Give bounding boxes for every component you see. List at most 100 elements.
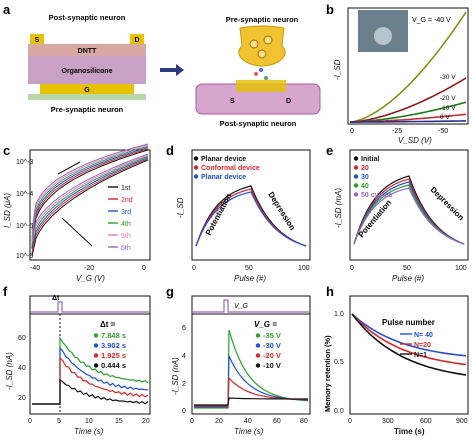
d-legend-marker-2 bbox=[193, 174, 199, 179]
a-d-label: D bbox=[134, 37, 139, 44]
g-vg-label: V_G bbox=[234, 303, 249, 310]
b-xtick-1: -25 bbox=[392, 128, 402, 135]
g-legend-marker-2 bbox=[255, 353, 261, 358]
e-legend-marker-3 bbox=[353, 183, 359, 188]
c-arrow-forward bbox=[57, 161, 81, 175]
h-xtick-2: 600 bbox=[420, 418, 432, 425]
panel-f: f Δt Δt = 7.848 s3.902 s1.925 s0.444 s 6… bbox=[3, 284, 151, 436]
g-axes bbox=[191, 313, 311, 415]
g-xtick-0: 0 bbox=[190, 418, 194, 425]
f-xlabel: Time (s) bbox=[74, 427, 104, 436]
a-top-text: Post-synaptic neuron bbox=[49, 13, 126, 22]
g-ylabel: -I_SD (nA) bbox=[171, 357, 180, 395]
a-substrate bbox=[28, 94, 146, 100]
d-legend-item-1: Conformal device bbox=[201, 165, 260, 172]
a-d-electrode bbox=[130, 34, 144, 44]
g-legend-item-0: -35 V bbox=[263, 331, 281, 340]
h-curve-0 bbox=[351, 313, 467, 357]
c-legend-item-0: 1st bbox=[121, 185, 130, 192]
c-curve-back-0 bbox=[31, 149, 149, 249]
b-xtick-2: -50 bbox=[438, 128, 448, 135]
c-xtick-0: -40 bbox=[30, 265, 40, 272]
d-legend-item-2: Planar device bbox=[201, 174, 246, 181]
f-legend-marker-0 bbox=[93, 333, 99, 338]
a-dntt-layer bbox=[28, 44, 146, 56]
c-xtick-1: -20 bbox=[84, 265, 94, 272]
a-nt-1 bbox=[254, 72, 258, 76]
b-ylabel: -I_SD bbox=[333, 59, 342, 80]
f-legend-marker-2 bbox=[93, 353, 99, 358]
panel-c: c 1st 2nd 3rd 4th 5th 6th 10^-3 10^-4 10^-5 1… bbox=[3, 143, 151, 283]
a-dntt-label: DNTT bbox=[78, 48, 97, 55]
panel-label-b: b bbox=[326, 2, 334, 17]
d-xtick-0: 0 bbox=[192, 265, 196, 272]
e-curve-4 bbox=[353, 187, 465, 245]
e-xtick-1: 50 bbox=[403, 265, 411, 272]
f-curve-0 bbox=[32, 335, 149, 405]
b-curves bbox=[349, 11, 467, 123]
h-ytick-2: 1.0 bbox=[334, 311, 344, 318]
c-legend: 1st 2nd 3rd 4th 5th 6th bbox=[108, 185, 133, 252]
panel-label-h: h bbox=[326, 284, 334, 299]
a-bottom-text: Pre-synaptic neuron bbox=[51, 105, 124, 114]
c-ylabel: I_SD (μA) bbox=[3, 193, 12, 228]
c-ytick-1: 10^-4 bbox=[16, 191, 33, 198]
a-vesicle-1 bbox=[249, 39, 259, 49]
b-series-line-4 bbox=[350, 120, 466, 123]
a-right-d: D bbox=[286, 98, 291, 105]
panel-label-f: f bbox=[3, 284, 8, 299]
f-legend: 7.848 s3.902 s1.925 s0.444 s bbox=[93, 331, 126, 370]
g-legend-marker-3 bbox=[255, 363, 261, 368]
a-right-top-text: Pre-synaptic neuron bbox=[226, 15, 299, 24]
a-vesicle-2 bbox=[263, 35, 273, 45]
a-organo-layer bbox=[28, 56, 146, 84]
c-curve-fwd-2 bbox=[31, 157, 149, 249]
f-curve-1 bbox=[32, 346, 149, 405]
b-xlabel: V_SD (V) bbox=[398, 136, 432, 145]
f-ytick-2: 60 bbox=[18, 335, 26, 342]
panel-label-g: g bbox=[166, 284, 174, 299]
f-pulse-trace bbox=[30, 301, 150, 313]
f-xtick-1: 5 bbox=[57, 418, 61, 425]
c-ytick-0: 10^-3 bbox=[16, 159, 33, 166]
f-xtick-3: 15 bbox=[115, 418, 123, 425]
e-anno-depression: Depression bbox=[429, 185, 466, 222]
panel-g: g V_G V_G = -35 V-30 V-20 V-10 V 6 4 2 0… bbox=[166, 284, 311, 436]
c-curve-back-3 bbox=[31, 145, 149, 238]
e-legend: Initial 20 30 40 50 cycles bbox=[353, 156, 392, 199]
a-s-label: S bbox=[35, 37, 40, 44]
d-curve-2 bbox=[195, 191, 307, 247]
d-curves bbox=[195, 185, 307, 247]
d-xtick-1: 50 bbox=[245, 265, 253, 272]
g-xtick-3: 60 bbox=[273, 418, 281, 425]
f-xtick-0: 0 bbox=[28, 418, 32, 425]
c-legend-item-4: 5th bbox=[121, 233, 131, 240]
a-right-s: S bbox=[230, 98, 235, 105]
b-xtick-0: 0 bbox=[350, 128, 354, 135]
d-xlabel: Pulse (#) bbox=[234, 274, 266, 283]
h-legend: N= 40 N=20 N=1 bbox=[400, 332, 433, 359]
a-organo-label: Organosilicone bbox=[62, 68, 113, 75]
g-pulse-axes bbox=[191, 295, 311, 315]
h-curve-2 bbox=[351, 313, 467, 376]
a-presynaptic-terminal bbox=[238, 25, 286, 67]
f-legend-item-0: 7.848 s bbox=[101, 331, 126, 340]
g-legend-item-2: -20 V bbox=[263, 351, 281, 360]
d-anno-depression: Depression bbox=[266, 190, 297, 232]
f-curve-2 bbox=[32, 356, 149, 405]
f-curves bbox=[32, 335, 149, 405]
c-curve-fwd-5 bbox=[31, 153, 149, 239]
panel-label-e: e bbox=[326, 143, 333, 158]
d-legend-marker-1 bbox=[193, 165, 199, 170]
a-gate bbox=[40, 84, 134, 94]
h-ytick-1: 0.5 bbox=[334, 359, 344, 366]
c-arrow-backward bbox=[61, 217, 93, 247]
panel-h: h Pulse number N= 40N=20N=1 1.0 0.5 0.0 … bbox=[323, 284, 469, 436]
panel-a: a Post-synaptic neuron S D DNTT Organosi… bbox=[3, 2, 321, 128]
e-legend-marker-1 bbox=[353, 165, 359, 170]
g-ytick-0: 0 bbox=[182, 408, 186, 415]
c-curve-fwd-4 bbox=[31, 154, 149, 242]
c-curve-back-2 bbox=[31, 147, 149, 241]
